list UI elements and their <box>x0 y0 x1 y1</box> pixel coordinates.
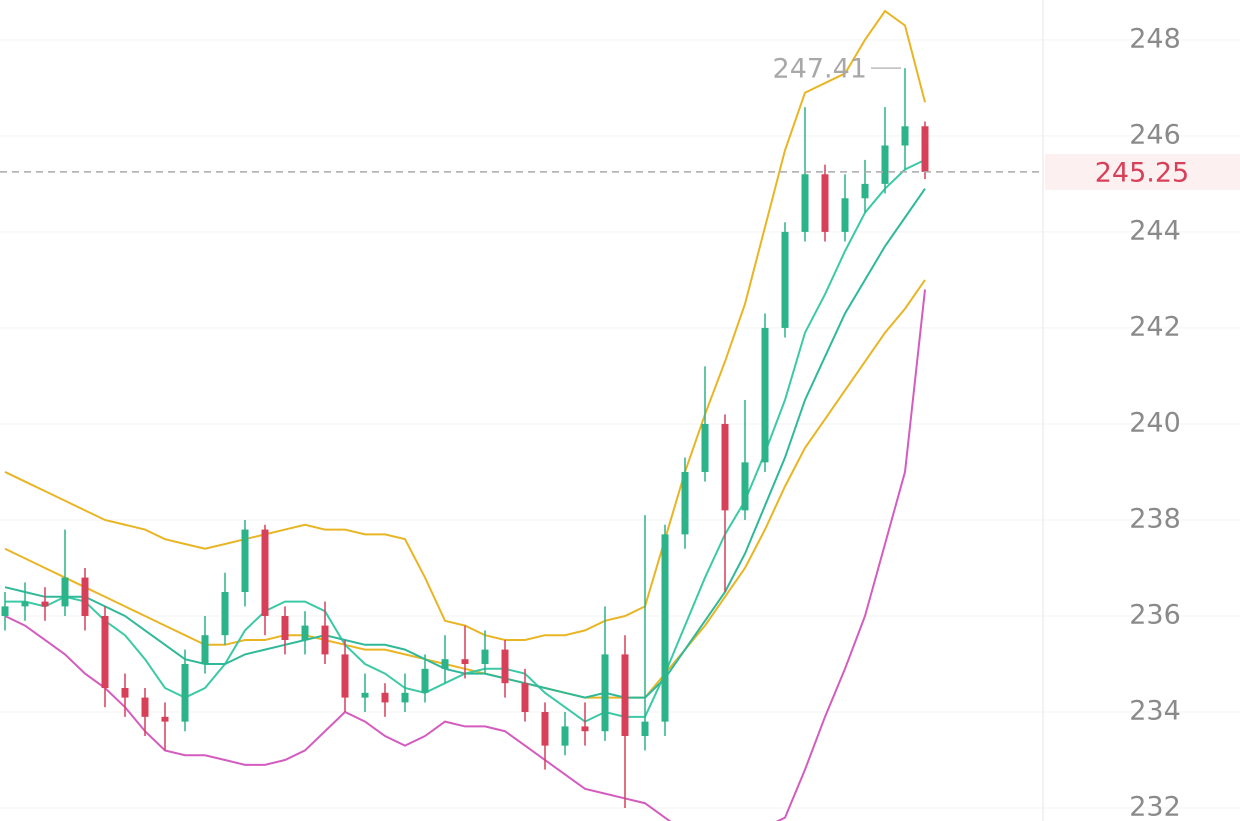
candle-body <box>61 577 69 607</box>
y-tick-label: 236 <box>1129 599 1181 630</box>
last-price-box <box>1045 153 1240 190</box>
candle-body <box>361 692 369 698</box>
candle-body <box>701 423 709 472</box>
candle-body <box>861 183 869 199</box>
candle-body <box>621 654 629 737</box>
candle-body <box>421 668 429 693</box>
candle-body <box>901 126 909 146</box>
candle-body <box>21 601 29 607</box>
candle-body <box>321 625 329 655</box>
candle-body <box>41 601 49 607</box>
candle-body <box>301 625 309 640</box>
candle-body <box>341 654 349 698</box>
candle-body <box>241 529 249 592</box>
indicator-line <box>4 9 926 641</box>
candle-body <box>381 692 389 703</box>
candle-body <box>1 606 9 616</box>
max-label: 247.41 <box>773 54 867 85</box>
candle-body <box>441 659 449 669</box>
candle-body <box>561 726 569 746</box>
candle-body <box>681 471 689 535</box>
candle-body <box>461 659 469 665</box>
candle-body <box>581 726 589 732</box>
candle-body <box>141 697 149 717</box>
y-tick-label: 242 <box>1129 311 1181 342</box>
candle-body <box>501 649 509 684</box>
y-tick-label: 246 <box>1129 119 1181 150</box>
candle-body <box>641 721 649 737</box>
candle-body <box>801 174 809 232</box>
candle-body <box>781 231 789 328</box>
candle-body <box>161 716 169 722</box>
indicator-line <box>4 289 926 821</box>
candle-body <box>221 591 229 636</box>
y-tick-label: 240 <box>1129 407 1181 438</box>
candle-body <box>541 712 549 746</box>
candle-body <box>521 683 529 713</box>
candle-body <box>261 529 269 616</box>
candle-body <box>81 577 89 616</box>
y-tick-label: 238 <box>1129 503 1181 534</box>
candle-body <box>741 462 749 511</box>
candle-body <box>401 692 409 703</box>
candle-body <box>181 664 189 722</box>
candle-body <box>841 198 849 232</box>
y-tick-label: 244 <box>1129 215 1181 246</box>
candle-body <box>661 534 669 722</box>
y-tick-label: 232 <box>1129 792 1181 821</box>
candle-body <box>721 423 729 511</box>
candle-body <box>481 649 489 665</box>
candle-body <box>881 145 889 184</box>
candle-body <box>601 654 609 732</box>
candle-body <box>201 635 209 665</box>
candle-body <box>121 688 129 698</box>
candle-body <box>761 327 769 463</box>
candle-body <box>821 174 829 232</box>
candle-body <box>281 615 289 640</box>
y-tick-label: 234 <box>1129 696 1181 727</box>
last-price-label: 245.25 <box>1095 157 1189 188</box>
candle-body <box>921 126 929 172</box>
y-tick-label: 248 <box>1129 23 1181 54</box>
candle-body <box>101 615 109 689</box>
